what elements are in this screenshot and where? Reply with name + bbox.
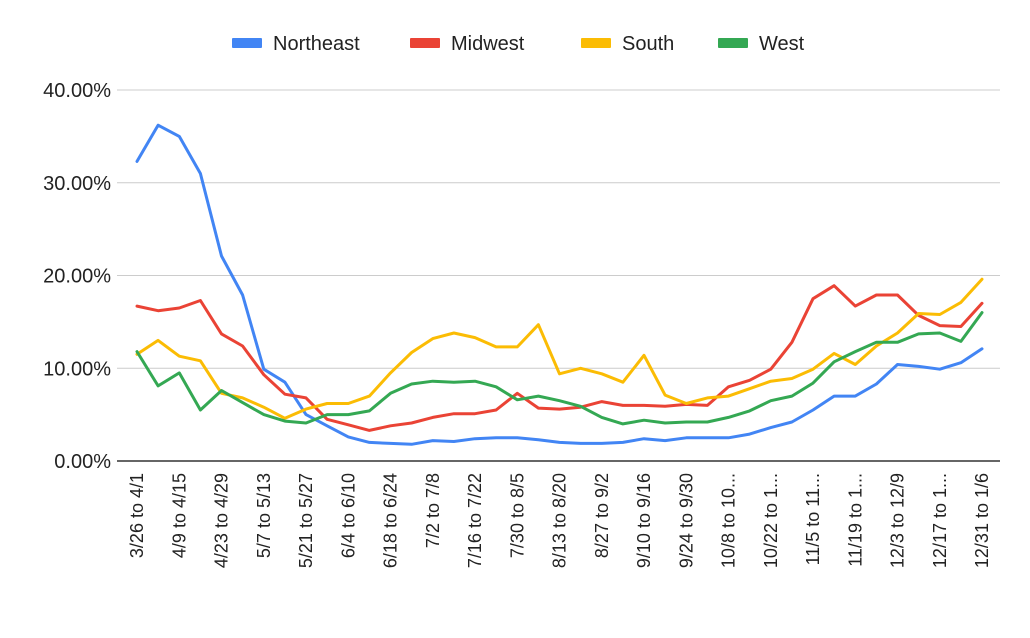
x-tick-label: 6/4 to 6/10 [338,473,358,558]
legend-swatch-midwest [410,38,440,48]
y-axis-ticks: 0.00% 10.00% 20.00% 30.00% 40.00% [43,80,111,473]
x-tick-label: 12/17 to 1... [930,473,950,568]
x-tick-label: 8/27 to 9/2 [592,473,612,558]
legend-label-midwest: Midwest [451,33,525,55]
x-tick-label: 3/26 to 4/1 [127,473,147,558]
x-tick-label: 10/8 to 10... [719,473,739,568]
y-tick-label: 0.00% [54,451,111,473]
y-tick-label: 40.00% [43,80,111,102]
x-tick-label: 5/21 to 5/27 [296,473,316,568]
x-tick-label: 12/3 to 12/9 [888,473,908,568]
x-tick-label: 11/5 to 11... [803,473,823,565]
series-line-west [135,311,984,426]
x-tick-label: 12/31 to 1/6 [972,473,992,568]
x-tick-label: 7/16 to 7/22 [465,473,485,568]
x-tick-label: 7/2 to 7/8 [423,473,443,548]
legend-label-west: West [759,33,805,55]
legend-swatch-northeast [232,38,262,48]
x-tick-label: 7/30 to 8/5 [507,473,527,558]
series-lines [135,123,984,446]
series-line-midwest [135,284,984,432]
x-tick-label: 10/22 to 1... [761,473,781,568]
x-tick-label: 9/24 to 9/30 [676,473,696,568]
y-tick-label: 20.00% [43,266,111,288]
x-axis-ticks: 3/26 to 4/1 4/9 to 4/15 4/23 to 4/29 5/7 to… [127,473,992,568]
legend: Northeast Midwest South West [232,33,805,55]
y-tick-label: 30.00% [43,173,111,195]
x-tick-label: 4/23 to 4/29 [212,473,232,568]
legend-label-northeast: Northeast [273,33,360,55]
legend-label-south: South [622,33,674,55]
series-line-northeast [135,123,984,446]
x-tick-label: 6/18 to 6/24 [381,473,401,568]
x-tick-label: 8/13 to 8/20 [550,473,570,568]
x-tick-label: 5/7 to 5/13 [254,473,274,558]
x-tick-label: 9/10 to 9/16 [634,473,654,568]
legend-swatch-west [718,38,748,48]
x-tick-label: 11/19 to 1... [845,473,865,567]
legend-swatch-south [581,38,611,48]
x-tick-label: 4/9 to 4/15 [169,473,189,558]
y-tick-label: 10.00% [43,358,111,380]
gridlines [117,89,1000,369]
